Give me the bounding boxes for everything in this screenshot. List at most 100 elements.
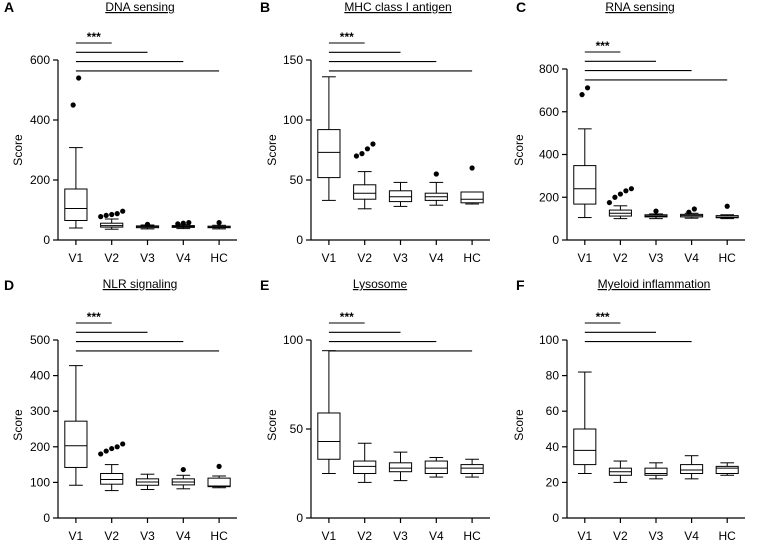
panel-F: F Myeloid inflammation Score 0 20 40 60 80 100 V1… xyxy=(512,277,745,542)
x-tick-label: HC xyxy=(463,251,481,265)
panel-title: NLR signaling xyxy=(103,277,178,291)
x-tick-label: V2 xyxy=(613,251,628,265)
x-tick-label: V3 xyxy=(649,251,664,265)
box-V1 xyxy=(317,76,341,201)
panel-title: RNA sensing xyxy=(605,0,674,14)
y-axis-label: Score xyxy=(11,134,25,166)
y-tick-label: 0 xyxy=(552,511,559,525)
box-iqr xyxy=(460,464,484,475)
panel-A: A DNA sensing Score 0 200 400 600 V1 V2 V3 V4 HC *** xyxy=(4,0,237,265)
box-V4 xyxy=(171,220,195,230)
x-tick-label: V1 xyxy=(69,251,84,265)
panel-label: C xyxy=(516,0,526,15)
panel-label: D xyxy=(4,277,14,293)
panel-title: Lysosome xyxy=(353,277,408,291)
box-iqr xyxy=(644,467,668,476)
outlier-point xyxy=(180,220,186,226)
box-HC xyxy=(207,463,231,489)
x-tick-label: HC xyxy=(719,251,737,265)
y-tick-label: 200 xyxy=(30,173,50,187)
panel-label: E xyxy=(260,277,269,293)
x-tick-label: V1 xyxy=(577,529,592,542)
panel-label: B xyxy=(260,0,270,15)
outlier-point xyxy=(109,445,115,452)
outlier-point xyxy=(686,209,692,215)
box-V3 xyxy=(388,451,413,482)
box-HC xyxy=(715,203,739,220)
x-tick-label: V4 xyxy=(684,529,699,542)
y-tick-label: 0 xyxy=(43,511,50,525)
box-V1 xyxy=(573,85,597,219)
x-tick-label: V3 xyxy=(140,251,155,265)
outlier-point xyxy=(724,203,730,209)
outlier-point xyxy=(186,220,192,226)
box-V3 xyxy=(135,473,160,491)
x-tick-label: V2 xyxy=(357,529,372,542)
box-iqr xyxy=(317,412,341,460)
y-tick-label: 0 xyxy=(296,233,303,247)
y-tick-label: 80 xyxy=(546,369,560,383)
box-V1 xyxy=(573,371,597,474)
outlier-point xyxy=(691,206,697,212)
x-tick-label: HC xyxy=(210,529,228,542)
box-V1 xyxy=(317,350,341,474)
box-V4 xyxy=(424,171,448,206)
x-tick-label: V4 xyxy=(176,251,191,265)
box-V3 xyxy=(388,181,413,207)
y-tick-label: 200 xyxy=(539,190,559,204)
box-iqr xyxy=(353,460,377,475)
box-iqr xyxy=(64,420,88,468)
box-iqr xyxy=(353,184,377,200)
box-V4 xyxy=(424,456,448,478)
significance-label: *** xyxy=(596,39,610,53)
panel-label: A xyxy=(4,0,14,15)
y-tick-label: 100 xyxy=(539,333,559,347)
y-tick-label: 400 xyxy=(30,113,50,127)
y-tick-label: 600 xyxy=(30,53,50,67)
x-tick-label: V2 xyxy=(104,529,119,542)
x-tick-label: V1 xyxy=(69,529,84,542)
y-axis-label: Score xyxy=(512,134,526,166)
outlier-point xyxy=(359,151,365,157)
outlier-point xyxy=(433,171,439,177)
x-tick-label: V1 xyxy=(577,251,592,265)
outlier-point xyxy=(103,212,109,218)
x-tick-label: HC xyxy=(719,529,737,542)
panel-D: D NLR signaling Score 0 100 200 300 400 500 V1 V2 V… xyxy=(4,277,237,542)
x-tick-label: V3 xyxy=(140,529,155,542)
y-tick-label: 400 xyxy=(30,369,50,383)
x-tick-label: V4 xyxy=(176,529,191,542)
x-tick-label: V3 xyxy=(393,251,408,265)
y-tick-label: 0 xyxy=(296,511,303,525)
outlier-point xyxy=(114,211,120,217)
y-tick-label: 300 xyxy=(30,404,50,418)
outlier-point xyxy=(628,186,635,192)
y-tick-label: 600 xyxy=(539,105,559,119)
x-tick-label: V3 xyxy=(393,529,408,542)
box-iqr xyxy=(460,191,484,204)
panel-title: DNA sensing xyxy=(105,0,174,14)
y-axis-label: Score xyxy=(265,134,279,166)
box-iqr xyxy=(388,190,413,203)
outlier-point xyxy=(175,221,181,227)
y-tick-label: 200 xyxy=(30,440,50,454)
significance-label: *** xyxy=(340,310,354,324)
x-tick-label: V4 xyxy=(684,251,699,265)
box-iqr xyxy=(573,428,597,466)
y-tick-label: 150 xyxy=(283,53,303,67)
y-tick-label: 500 xyxy=(30,333,50,347)
x-tick-label: V2 xyxy=(613,529,628,542)
x-tick-label: V2 xyxy=(104,251,119,265)
y-tick-label: 50 xyxy=(290,422,304,436)
outlier-point xyxy=(469,165,475,171)
box-V3 xyxy=(644,208,668,220)
outlier-point xyxy=(98,214,104,220)
box-iqr xyxy=(573,165,597,205)
significance-label: *** xyxy=(340,30,354,44)
y-tick-label: 40 xyxy=(546,440,560,454)
panel-B: B MHC class I antigen Score 0 50 100 150 V1 V2 V3… xyxy=(260,0,490,265)
panel-C: C RNA sensing Score 0 200 400 600 800 V1 V2 V3 V4 HC… xyxy=(512,0,745,265)
outlier-point xyxy=(144,221,151,227)
panel-label: F xyxy=(516,277,525,293)
x-tick-label: HC xyxy=(210,251,228,265)
